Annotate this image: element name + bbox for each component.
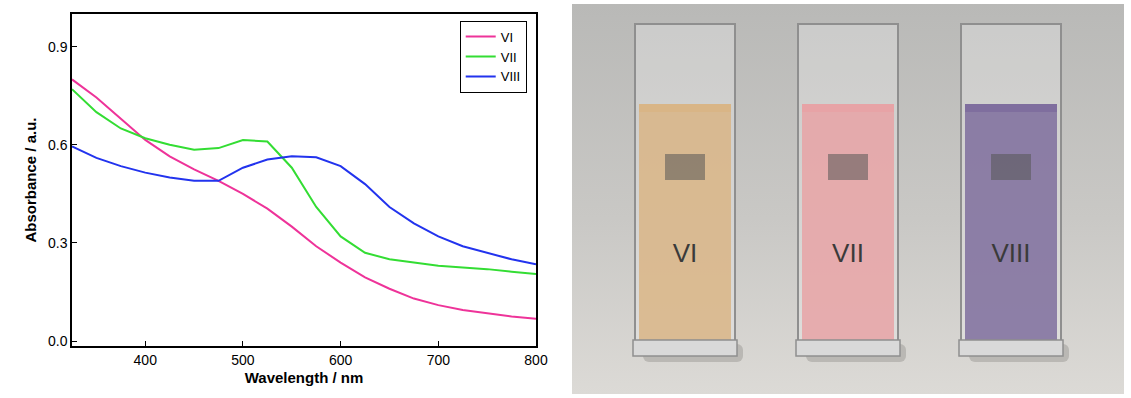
- svg-text:VI: VI: [673, 238, 698, 268]
- svg-text:Wavelength / nm: Wavelength / nm: [245, 369, 364, 386]
- svg-text:0.9: 0.9: [48, 39, 68, 55]
- svg-text:0.0: 0.0: [48, 333, 68, 349]
- svg-text:VIII: VIII: [501, 69, 521, 84]
- svg-text:800: 800: [524, 352, 548, 368]
- svg-text:0.3: 0.3: [48, 235, 68, 251]
- svg-text:0.6: 0.6: [48, 137, 68, 153]
- svg-text:400: 400: [134, 352, 158, 368]
- svg-text:VI: VI: [501, 30, 513, 45]
- svg-text:VIII: VIII: [991, 238, 1030, 268]
- svg-text:500: 500: [231, 352, 255, 368]
- svg-text:600: 600: [329, 352, 353, 368]
- svg-text:VII: VII: [832, 238, 864, 268]
- svg-text:VII: VII: [501, 50, 517, 65]
- svg-text:Absorbance / a.u.: Absorbance / a.u.: [22, 117, 39, 242]
- svg-text:700: 700: [427, 352, 451, 368]
